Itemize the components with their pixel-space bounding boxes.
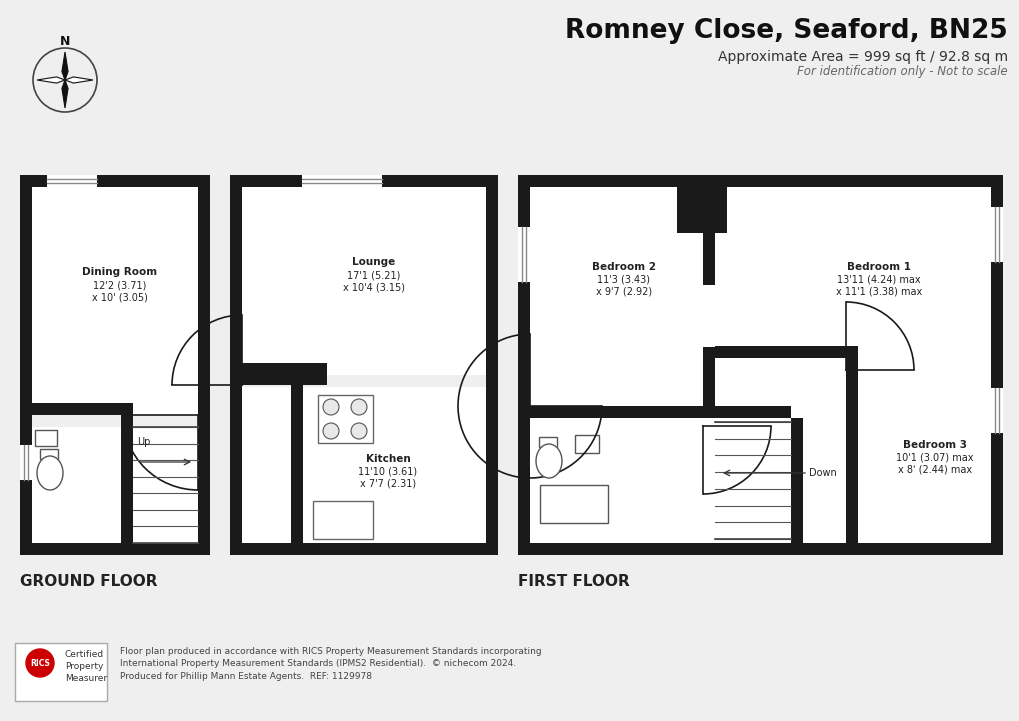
- Bar: [518, 543, 1002, 555]
- Circle shape: [323, 423, 338, 439]
- Text: For identification only - Not to scale: For identification only - Not to scale: [797, 65, 1007, 78]
- Bar: [229, 543, 497, 555]
- Bar: [313, 501, 373, 539]
- Bar: [702, 187, 714, 285]
- Bar: [518, 175, 1002, 187]
- Bar: [20, 175, 210, 187]
- Bar: [714, 406, 790, 418]
- Text: Approximate Area = 999 sq ft / 92.8 sq m: Approximate Area = 999 sq ft / 92.8 sq m: [717, 50, 1007, 64]
- Text: GROUND FLOOR: GROUND FLOOR: [20, 574, 157, 589]
- Bar: [702, 358, 714, 426]
- Text: Romney Close, Seaford, BN25: Romney Close, Seaford, BN25: [565, 18, 1007, 44]
- Bar: [538, 437, 556, 447]
- Bar: [303, 387, 485, 555]
- Text: Bedroom 3: Bedroom 3: [902, 440, 966, 450]
- Bar: [539, 485, 607, 523]
- Bar: [530, 406, 601, 418]
- Text: N: N: [60, 35, 70, 48]
- Bar: [677, 221, 727, 233]
- Bar: [518, 227, 530, 282]
- Text: Floor plan produced in accordance with RICS Property Measurement Standards incor: Floor plan produced in accordance with R…: [120, 647, 541, 681]
- Bar: [198, 175, 210, 555]
- Bar: [229, 175, 497, 187]
- Bar: [714, 358, 857, 543]
- Text: Bedroom 2: Bedroom 2: [591, 262, 655, 272]
- Text: x 10' (3.05): x 10' (3.05): [92, 292, 148, 302]
- Circle shape: [351, 399, 367, 415]
- Text: Dining Room: Dining Room: [83, 267, 157, 277]
- Bar: [32, 187, 210, 415]
- Bar: [714, 346, 857, 358]
- Bar: [242, 363, 303, 375]
- Bar: [485, 175, 497, 555]
- Bar: [677, 175, 727, 233]
- Bar: [845, 358, 857, 543]
- Bar: [40, 449, 58, 459]
- Text: Up: Up: [137, 437, 150, 447]
- Bar: [302, 175, 382, 187]
- Circle shape: [351, 423, 367, 439]
- Text: x 9'7 (2.92): x 9'7 (2.92): [595, 287, 651, 297]
- Bar: [688, 187, 727, 233]
- Ellipse shape: [37, 456, 63, 490]
- Text: x 11'1 (3.38) max: x 11'1 (3.38) max: [835, 287, 921, 297]
- Text: x 7'7 (2.31): x 7'7 (2.31): [360, 479, 416, 489]
- Bar: [318, 395, 373, 443]
- Bar: [677, 175, 688, 233]
- Text: Bedroom 1: Bedroom 1: [846, 262, 910, 272]
- Text: 10'1 (3.07) max: 10'1 (3.07) max: [896, 453, 973, 463]
- Bar: [47, 175, 97, 187]
- Bar: [20, 543, 210, 555]
- Text: 13'11 (4.24) max: 13'11 (4.24) max: [837, 275, 920, 285]
- Polygon shape: [62, 80, 68, 108]
- Bar: [229, 175, 242, 555]
- Bar: [990, 388, 1002, 433]
- Text: 11'10 (3.61): 11'10 (3.61): [358, 467, 417, 477]
- Text: x 10'4 (3.15): x 10'4 (3.15): [342, 282, 405, 292]
- Bar: [20, 445, 32, 480]
- Bar: [845, 370, 857, 438]
- Bar: [229, 385, 242, 455]
- Bar: [242, 187, 497, 375]
- Bar: [20, 175, 32, 555]
- Bar: [575, 435, 598, 453]
- Bar: [702, 347, 714, 418]
- Bar: [132, 427, 210, 555]
- Polygon shape: [37, 77, 65, 83]
- Circle shape: [323, 399, 338, 415]
- Polygon shape: [62, 52, 68, 80]
- Bar: [857, 358, 990, 543]
- Bar: [198, 340, 210, 415]
- Text: Down: Down: [808, 468, 836, 478]
- Bar: [530, 187, 714, 418]
- Polygon shape: [65, 77, 93, 83]
- Circle shape: [25, 649, 54, 677]
- Text: 12'2 (3.71): 12'2 (3.71): [93, 280, 147, 290]
- Bar: [242, 363, 327, 385]
- Bar: [290, 375, 303, 543]
- Ellipse shape: [535, 444, 561, 478]
- Bar: [32, 403, 132, 415]
- Bar: [35, 430, 57, 446]
- Text: x 8' (2.44) max: x 8' (2.44) max: [897, 465, 971, 475]
- Text: Kitchen: Kitchen: [365, 454, 410, 464]
- Bar: [15, 643, 107, 701]
- Text: 17'1 (5.21): 17'1 (5.21): [347, 270, 400, 280]
- Bar: [518, 175, 530, 555]
- Text: Lounge: Lounge: [352, 257, 395, 267]
- Bar: [530, 418, 714, 543]
- Text: 11'3 (3.43): 11'3 (3.43): [597, 275, 650, 285]
- Bar: [530, 406, 714, 418]
- Text: RICS: RICS: [30, 658, 50, 668]
- Bar: [32, 427, 132, 555]
- Bar: [242, 387, 303, 555]
- Bar: [990, 175, 1002, 555]
- Text: Certified
Property
Measurer: Certified Property Measurer: [65, 650, 107, 683]
- Bar: [990, 207, 1002, 262]
- Bar: [714, 187, 990, 358]
- Bar: [790, 418, 802, 543]
- Bar: [121, 415, 132, 543]
- Bar: [242, 363, 278, 383]
- Text: FIRST FLOOR: FIRST FLOOR: [518, 574, 629, 589]
